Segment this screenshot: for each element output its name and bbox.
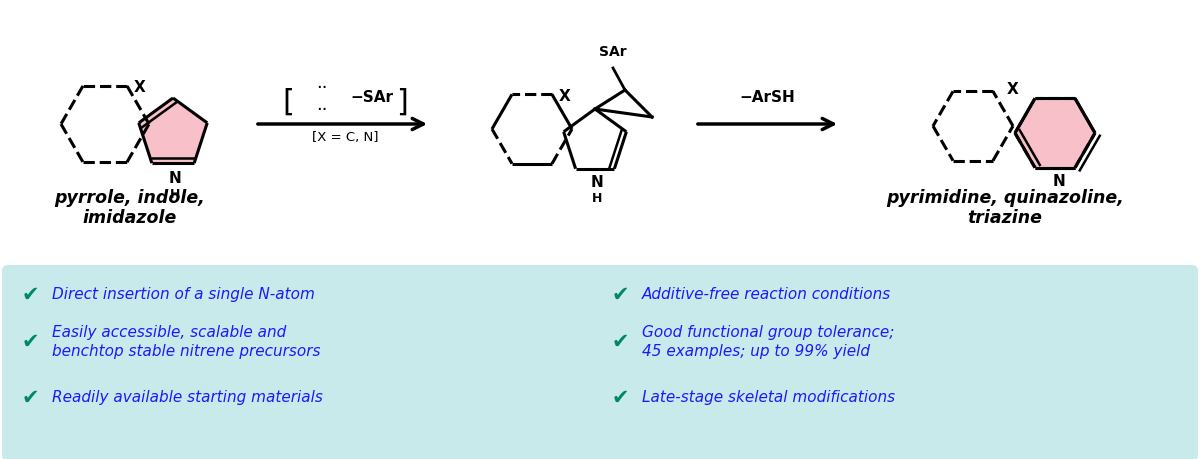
Polygon shape [564, 110, 626, 169]
Text: ✔: ✔ [612, 331, 630, 351]
Text: ··: ·· [317, 79, 328, 97]
Text: X: X [134, 80, 146, 95]
Text: SAr: SAr [599, 45, 626, 59]
Text: ✔: ✔ [22, 331, 40, 351]
Polygon shape [492, 95, 572, 164]
Text: Direct insertion of a single N-atom: Direct insertion of a single N-atom [52, 287, 314, 302]
FancyBboxPatch shape [0, 0, 1200, 274]
Text: N: N [169, 171, 181, 186]
Text: ✔: ✔ [22, 387, 40, 407]
Polygon shape [61, 87, 149, 163]
FancyBboxPatch shape [2, 265, 1198, 459]
Text: N: N [1052, 174, 1066, 189]
Text: X: X [1007, 82, 1019, 97]
Text: Additive-free reaction conditions: Additive-free reaction conditions [642, 287, 892, 302]
Polygon shape [139, 99, 208, 164]
Text: Easily accessible, scalable and
benchtop stable nitrene precursors: Easily accessible, scalable and benchtop… [52, 324, 320, 358]
Text: triazine: triazine [967, 208, 1043, 226]
Polygon shape [934, 92, 1013, 161]
Text: ]: ] [396, 87, 408, 116]
Text: Good functional group tolerance;
45 examples; up to 99% yield: Good functional group tolerance; 45 exam… [642, 324, 894, 358]
Text: Readily available starting materials: Readily available starting materials [52, 390, 323, 405]
Text: ✔: ✔ [612, 387, 630, 407]
Text: [: [ [282, 87, 294, 116]
Text: −ArSH: −ArSH [739, 90, 794, 105]
Text: −SAr: −SAr [350, 90, 394, 105]
Text: ··: ·· [317, 101, 328, 119]
Text: pyrrole, indole,: pyrrole, indole, [55, 189, 205, 207]
Text: [X = C, N]: [X = C, N] [312, 131, 378, 144]
Text: X: X [559, 90, 571, 104]
Text: H: H [592, 192, 602, 205]
Text: imidazole: imidazole [83, 208, 178, 226]
Text: ✔: ✔ [612, 285, 630, 304]
Polygon shape [1015, 99, 1096, 168]
Text: pyrimidine, quinazoline,: pyrimidine, quinazoline, [886, 189, 1124, 207]
Text: N: N [590, 175, 604, 190]
Text: ✔: ✔ [22, 285, 40, 304]
Text: Late-stage skeletal modifications: Late-stage skeletal modifications [642, 390, 895, 405]
Text: H: H [170, 188, 180, 201]
